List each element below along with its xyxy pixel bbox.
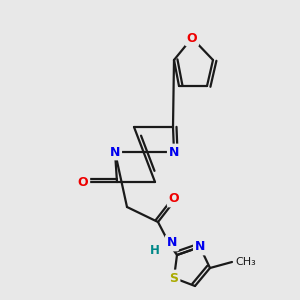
Text: O: O [187,32,197,44]
Text: N: N [167,236,177,250]
Text: O: O [78,176,88,188]
Text: N: N [110,146,120,158]
Text: O: O [169,193,179,206]
Text: S: S [169,272,178,284]
Text: CH₃: CH₃ [235,257,256,267]
Text: N: N [169,146,179,158]
Text: N: N [195,241,205,254]
Text: H: H [150,244,160,257]
